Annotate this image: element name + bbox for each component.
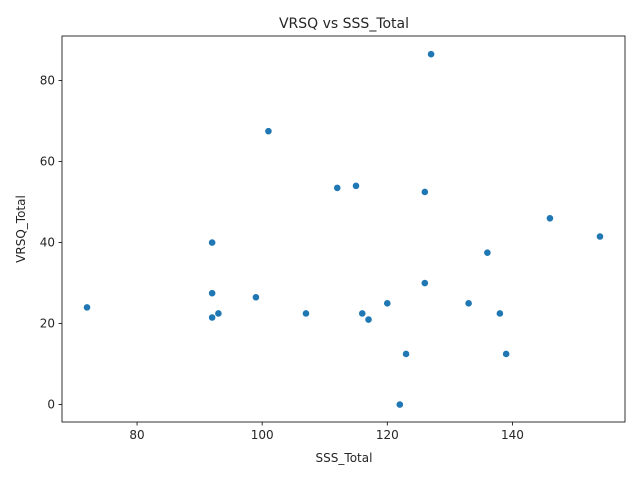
data-point [420, 279, 429, 287]
y-axis-label: VRSQ_Total [14, 195, 28, 263]
data-point [395, 400, 404, 409]
data-point [464, 299, 473, 308]
data-point [264, 127, 273, 136]
x-axis-label: SSS_Total [316, 451, 373, 465]
data-point [83, 303, 91, 312]
data-point [358, 309, 367, 318]
data-point [364, 315, 373, 324]
data-point [208, 238, 217, 247]
plot-area [83, 50, 604, 409]
x-axis: 80 100 120 140 [129, 422, 524, 442]
y-tick-label: 80 [40, 74, 55, 88]
x-tick-label: 80 [129, 428, 144, 442]
y-axis: 0 20 40 60 80 [40, 74, 62, 412]
data-point [302, 309, 310, 318]
axes-frame [61, 35, 626, 423]
data-point [402, 350, 410, 358]
y-tick-label: 0 [47, 398, 55, 412]
data-point [383, 299, 392, 308]
y-tick-label: 40 [40, 236, 55, 250]
data-point [252, 293, 260, 302]
x-tick-label: 120 [376, 428, 399, 442]
data-point [208, 313, 217, 322]
data-point [352, 181, 360, 190]
chart-title: VRSQ vs SSS_Total [279, 16, 409, 32]
x-tick-label: 100 [251, 428, 274, 442]
x-tick-label: 140 [501, 428, 524, 442]
data-point [427, 50, 435, 59]
data-point [214, 309, 223, 318]
data-point [495, 309, 504, 318]
data-point [208, 289, 217, 298]
y-tick-label: 60 [40, 155, 55, 169]
data-point [596, 232, 604, 241]
data-point [483, 248, 492, 257]
data-point [546, 214, 554, 223]
data-point [333, 183, 342, 192]
y-tick-label: 20 [40, 317, 55, 331]
data-point [502, 350, 511, 358]
data-point [420, 188, 429, 196]
